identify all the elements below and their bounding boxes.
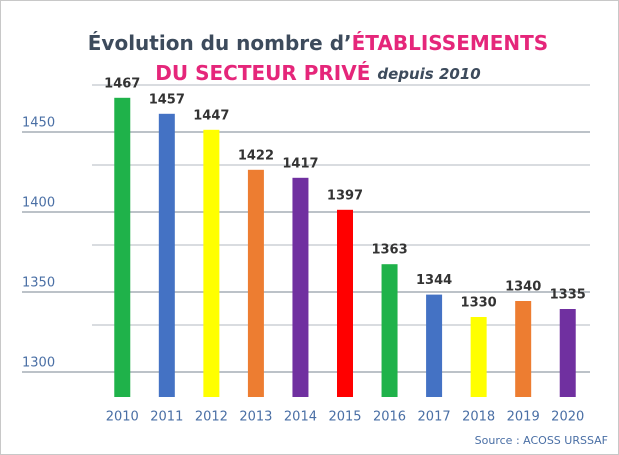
data-label: 1363: [371, 243, 407, 258]
x-tick-label: 2018: [462, 410, 495, 425]
data-label: 1340: [505, 280, 541, 295]
x-tick-label: 2010: [106, 410, 139, 425]
bar: [426, 294, 443, 397]
chart-title-line2: DU SECTEUR PRIVÉ depuis 2010: [155, 61, 480, 85]
bar: [247, 169, 264, 397]
data-label: 1330: [461, 296, 497, 311]
data-label: 1457: [149, 92, 185, 107]
x-tick-label: 2014: [284, 410, 317, 425]
y-tick-label: 1350: [22, 276, 55, 291]
x-tick-label: 2020: [551, 410, 584, 425]
x-tick-label: 2019: [507, 410, 540, 425]
bar: [470, 317, 487, 397]
data-label: 1397: [327, 188, 363, 203]
x-tick-label: 2016: [373, 410, 406, 425]
bar: [203, 129, 220, 398]
source: Source : ACOSS URSSAF: [475, 434, 608, 447]
data-label: 1422: [238, 148, 274, 163]
bar: [292, 177, 309, 397]
y-tick-label: 1450: [22, 116, 55, 131]
x-tick-label: 2015: [328, 410, 361, 425]
bar: [114, 97, 131, 398]
x-tick-label: 2013: [239, 410, 272, 425]
bar: [515, 301, 532, 397]
x-tick-label: 2017: [418, 410, 451, 425]
title-italic: depuis 2010: [377, 65, 480, 83]
data-label: 1417: [282, 156, 318, 171]
bar: [158, 113, 175, 398]
x-tick-label: 2011: [150, 410, 183, 425]
title-highlight: DU SECTEUR PRIVÉ: [155, 61, 370, 85]
data-label: 1467: [104, 76, 140, 91]
bar: [337, 209, 353, 397]
y-tick-label: 1400: [22, 196, 55, 211]
bar: [559, 309, 576, 397]
y-tick-label: 1300: [22, 356, 55, 371]
chart-title-line1: Évolution du nombre d’ÉTABLISSEMENTS: [88, 31, 548, 55]
bar: [381, 264, 398, 397]
title-part: Évolution du nombre d’: [88, 31, 352, 55]
x-tick-label: 2012: [195, 410, 228, 425]
data-label: 1335: [550, 288, 586, 303]
title-highlight: ÉTABLISSEMENTS: [352, 31, 549, 55]
data-label: 1344: [416, 273, 452, 288]
data-label: 1447: [193, 108, 229, 123]
